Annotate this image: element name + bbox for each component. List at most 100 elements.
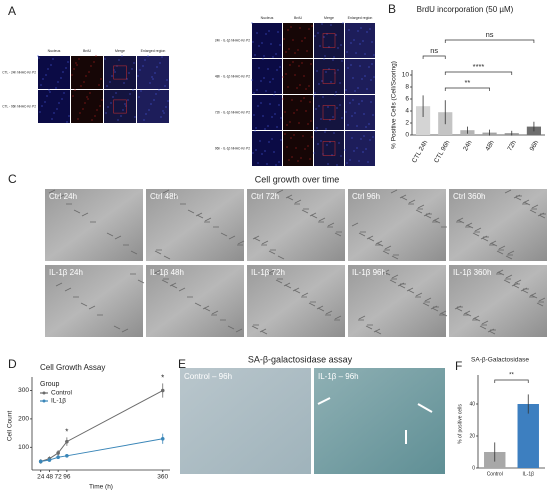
nucleus-dot — [271, 138, 273, 140]
nucleus-dot — [138, 96, 140, 98]
cell-shape — [202, 305, 210, 310]
nucleus-dot — [338, 142, 340, 144]
micrograph — [252, 23, 282, 58]
nucleus-dot — [297, 49, 299, 51]
nucleus-dot — [345, 89, 347, 91]
nucleus-dot — [253, 92, 255, 94]
nucleus-dot — [99, 105, 101, 107]
significance-bracket — [494, 379, 529, 383]
nucleus-dot — [265, 33, 267, 35]
legend-label: Control — [51, 390, 73, 397]
cell-shape — [170, 284, 178, 289]
nucleus-dot — [40, 84, 42, 86]
nucleus-dot — [332, 116, 334, 118]
nucleus-dot — [359, 43, 361, 45]
y-tick-label: 0 — [472, 465, 475, 471]
nucleus-dot — [257, 105, 259, 107]
nucleus-dot — [257, 162, 259, 164]
column-header: Enlarged region — [348, 16, 373, 20]
nucleus-dot — [335, 91, 337, 93]
panel-label: C — [8, 172, 17, 186]
nucleus-dot — [128, 72, 130, 74]
cell-shape — [204, 217, 212, 222]
nucleus-dot — [45, 74, 47, 76]
nucleus-dot — [140, 90, 142, 92]
significance-bracket — [444, 87, 490, 91]
cell-shape — [277, 255, 285, 260]
cell-shape — [292, 287, 300, 292]
nucleus-dot — [47, 68, 49, 70]
cell-shape — [455, 307, 463, 312]
micrograph — [71, 90, 103, 123]
cell-shape — [268, 250, 276, 255]
nucleus-dot — [282, 98, 284, 100]
cell-shape — [196, 214, 204, 219]
bar — [517, 404, 539, 468]
cell-shape — [358, 315, 366, 320]
cell-shape — [406, 287, 414, 292]
nucleus-dot — [319, 45, 321, 47]
nucleus-dot — [89, 92, 91, 94]
nucleus-dot — [96, 109, 98, 111]
point — [56, 455, 60, 460]
significance-label: ** — [509, 373, 514, 379]
point — [56, 451, 60, 455]
nucleus-dot — [260, 102, 262, 104]
cell-shape — [440, 312, 448, 317]
cell-shape — [161, 279, 169, 284]
nucleus-dot — [360, 138, 362, 140]
cell-shape — [113, 325, 121, 330]
y-tick-label: 2 — [405, 120, 409, 127]
micrograph — [314, 23, 344, 58]
nucleus-dot — [107, 106, 109, 108]
cell-shape — [334, 232, 342, 237]
nucleus-dot — [313, 95, 315, 97]
nucleus-dot — [340, 44, 342, 46]
micrograph — [137, 56, 169, 89]
nucleus-dot — [288, 48, 290, 50]
image-label: IL-1β 24h — [49, 268, 83, 277]
roi-box — [322, 105, 336, 120]
nucleus-dot — [330, 24, 332, 26]
nucleus-dot — [321, 80, 323, 82]
x-tick-label: 48 — [46, 474, 54, 481]
cell-shape — [415, 209, 423, 214]
micrograph — [104, 90, 136, 123]
cell-shape — [284, 284, 292, 289]
image-label: Ctrl 360h — [453, 192, 485, 201]
nucleus-dot — [161, 56, 163, 58]
nucleus-dot — [286, 146, 288, 148]
nucleus-dot — [307, 145, 309, 147]
nucleus-dot — [301, 62, 303, 64]
nucleus-dot — [333, 56, 335, 58]
column-header: BrdU — [294, 16, 302, 20]
micrograph — [345, 59, 375, 94]
nucleus-dot — [356, 125, 358, 127]
cell-shape — [374, 330, 382, 335]
nucleus-dot — [320, 140, 322, 142]
nucleus-dot — [373, 76, 375, 78]
nucleus-dot — [79, 112, 81, 114]
nucleus-dot — [71, 74, 73, 76]
legend-dot — [42, 399, 46, 403]
nucleus-dot — [300, 157, 302, 159]
cell-shape — [367, 237, 375, 242]
nucleus-dot — [88, 71, 90, 73]
nucleus-dot — [301, 40, 303, 42]
nucleus-dot — [361, 78, 363, 80]
arrow — [317, 397, 331, 405]
cell-shape — [474, 227, 482, 232]
nucleus-dot — [326, 144, 328, 146]
cell-shape — [514, 196, 522, 201]
cell-shape — [424, 297, 432, 302]
nucleus-dot — [109, 81, 111, 83]
cell-shape — [154, 250, 162, 255]
column-header: BrdU — [83, 49, 91, 53]
y-tick-label: 200 — [18, 416, 29, 423]
nucleus-dot — [139, 69, 141, 71]
cell-shape — [253, 237, 261, 242]
nucleus-dot — [276, 126, 278, 128]
image-label: IL-1β – 96h — [318, 372, 359, 381]
nucleus-dot — [369, 28, 371, 30]
nucleus-dot — [346, 51, 348, 53]
